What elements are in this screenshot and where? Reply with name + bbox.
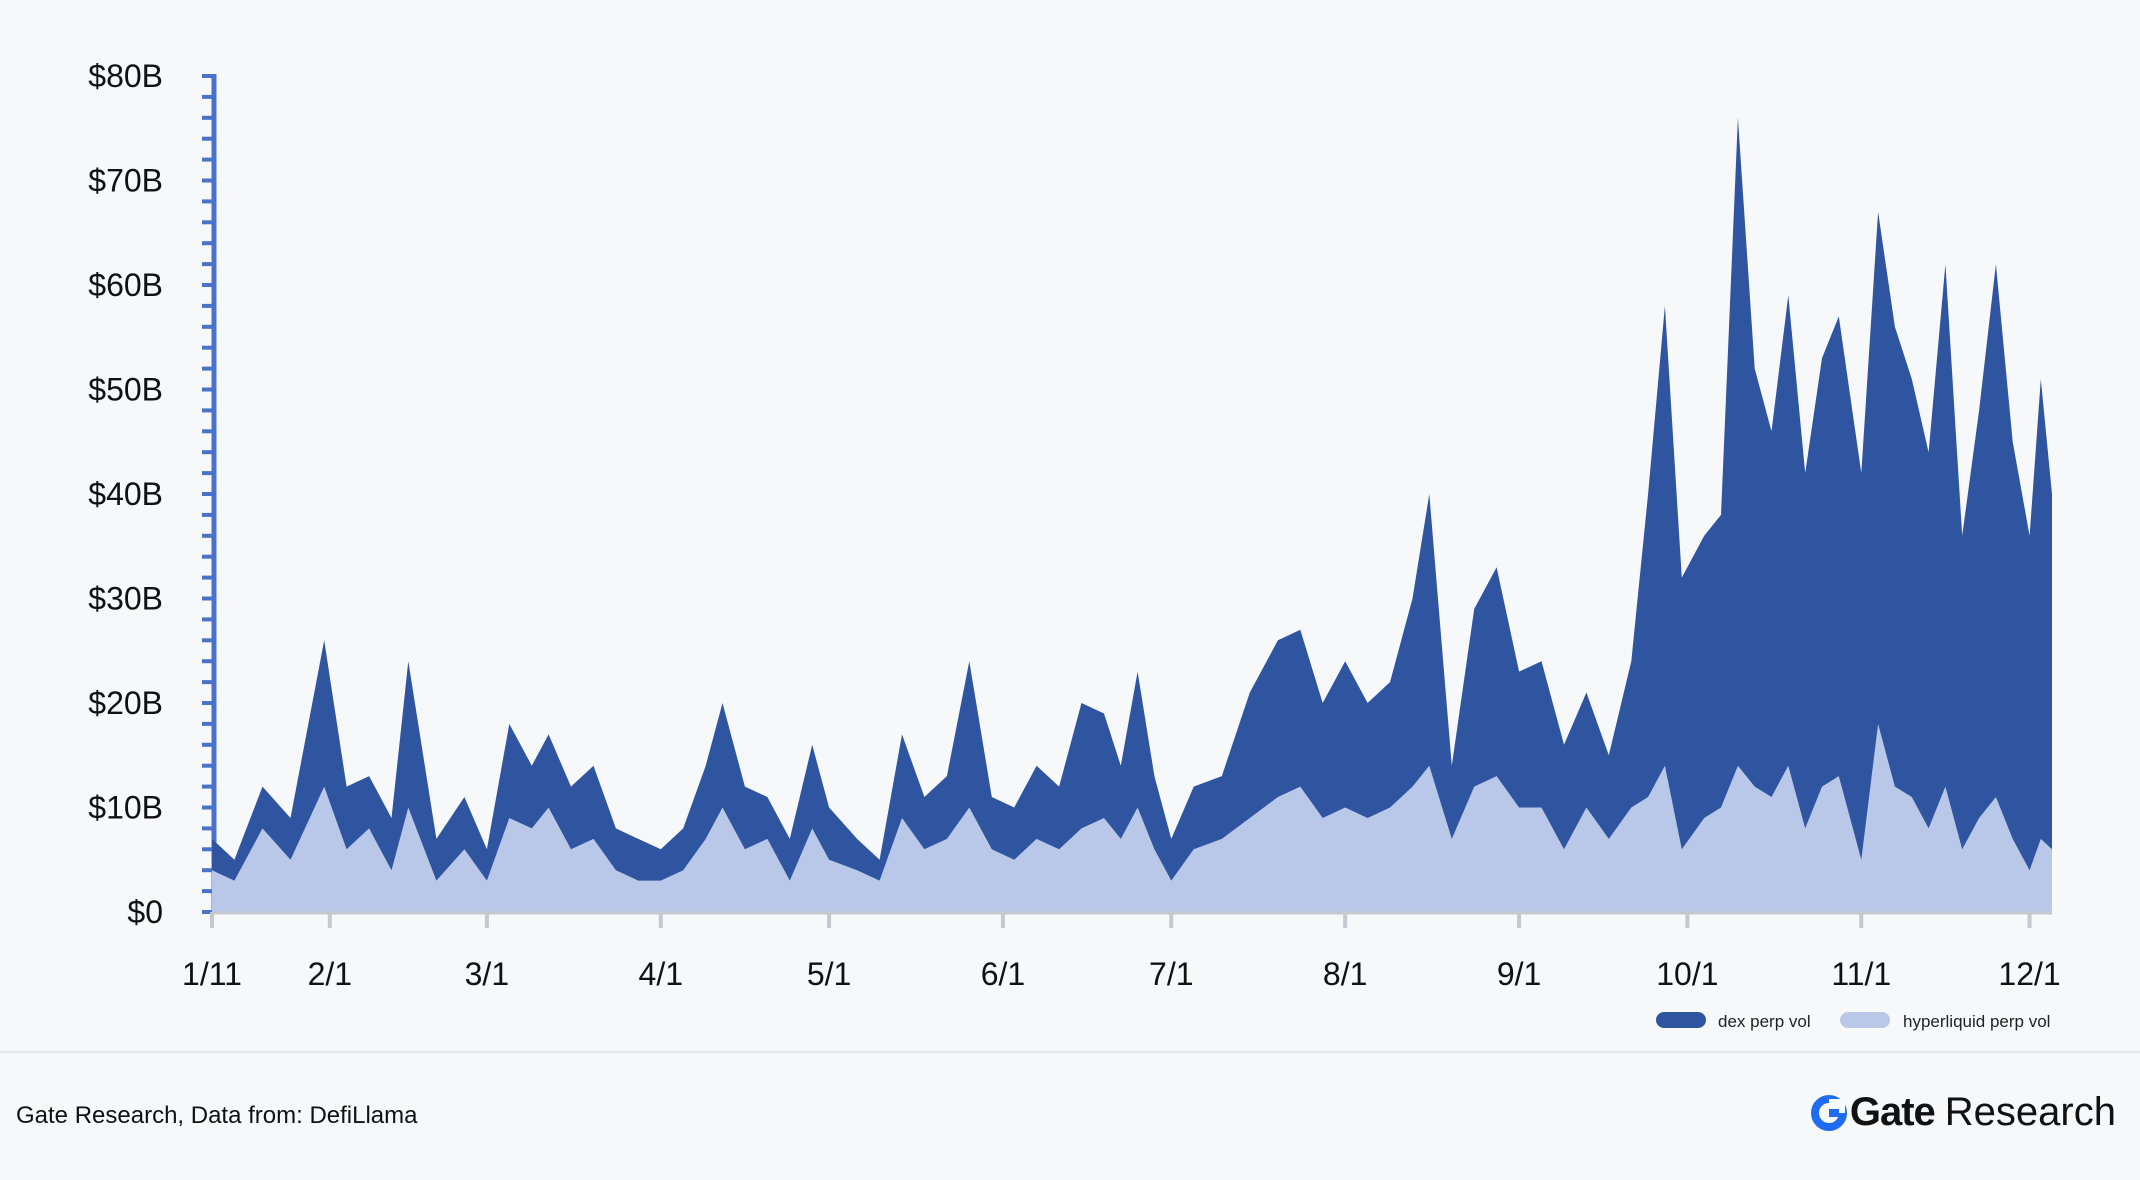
area-chart: $0 $10B $20B $30B $40B $50B $60B $70B $80B 1/11 2… <box>88 58 2061 1031</box>
brand-subtitle: Research <box>1944 1090 2116 1134</box>
y-tick-label: $30B <box>88 581 163 617</box>
y-axis-minor-ticks <box>202 74 217 914</box>
x-tick-label: 10/1 <box>1656 956 1718 992</box>
series-area-hyperliquid-perp-vol <box>212 723 2052 912</box>
x-tick-label: 1/11 <box>182 956 242 992</box>
y-tick-label: $20B <box>88 685 163 721</box>
y-axis-labels: $0 $10B $20B $30B $40B $50B $60B $70B $80B <box>88 58 163 930</box>
legend: dex perp vol hyperliquid perp vol <box>1656 1012 2050 1031</box>
y-tick-label: $10B <box>88 790 163 826</box>
legend-label: hyperliquid perp vol <box>1903 1012 2050 1031</box>
legend-swatch <box>1656 1012 1706 1028</box>
brand-name: Gate <box>1849 1090 1936 1134</box>
legend-swatch <box>1840 1012 1890 1028</box>
x-tick-label: 4/1 <box>639 956 683 992</box>
x-tick-label: 8/1 <box>1323 956 1367 992</box>
y-tick-label: $70B <box>88 163 163 199</box>
y-tick-label: $50B <box>88 372 163 408</box>
series-layer <box>212 117 2052 913</box>
x-tick-label: 12/1 <box>1998 956 2060 992</box>
y-tick-label: $0 <box>127 894 163 930</box>
y-tick-label: $60B <box>88 267 163 303</box>
x-tick-label: 9/1 <box>1497 956 1541 992</box>
x-tick-label: 6/1 <box>981 956 1025 992</box>
x-axis: 1/11 2/1 3/1 4/1 5/1 6/1 7/1 8/1 9/1 10/1 11/1 12/1 <box>182 911 2061 992</box>
x-tick-label: 11/1 <box>1831 956 1891 992</box>
gate-logo-icon <box>1810 1094 1847 1131</box>
x-tick-label: 2/1 <box>308 956 352 992</box>
y-tick-label: $40B <box>88 476 163 512</box>
x-tick-label: 3/1 <box>465 956 509 992</box>
brand-logo: Gate Research <box>1810 1090 2116 1135</box>
x-tick-label: 7/1 <box>1149 956 1193 992</box>
footer-divider <box>0 1051 2140 1053</box>
series-area-dex-perp-vol <box>212 117 2052 913</box>
y-tick-label: $80B <box>88 58 163 94</box>
source-note: Gate Research, Data from: DefiLlama <box>16 1102 418 1129</box>
legend-label: dex perp vol <box>1718 1012 1811 1031</box>
x-tick-label: 5/1 <box>807 956 851 992</box>
